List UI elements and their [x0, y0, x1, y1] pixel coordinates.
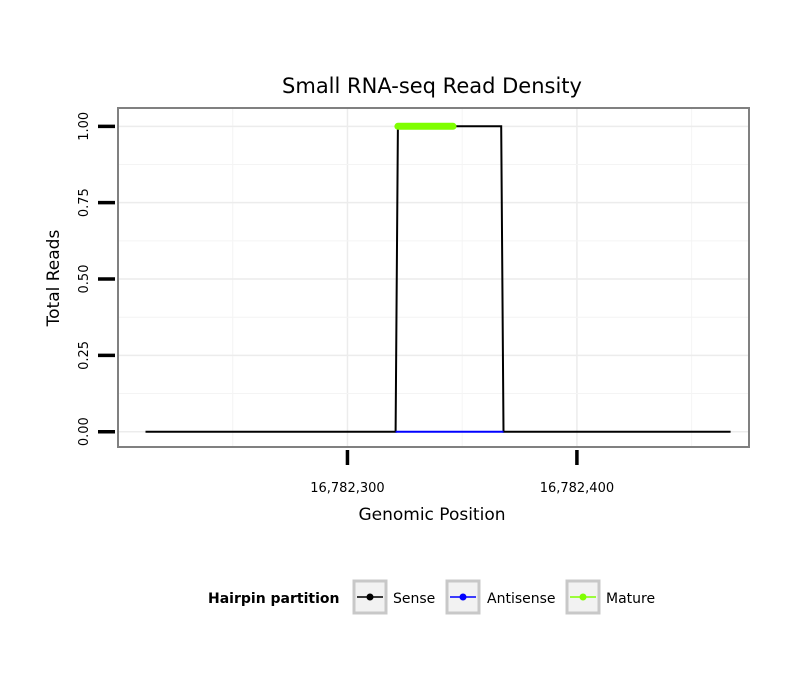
grid	[117, 108, 749, 447]
legend-key-dot	[366, 593, 374, 601]
y-tick-label: 0.50	[77, 265, 92, 294]
y-tick-label: 0.25	[77, 341, 92, 370]
legend-title: Hairpin partition	[208, 591, 339, 607]
series-layer	[145, 122, 731, 433]
legend-label-antisense: Antisense	[487, 591, 556, 607]
legend-key-dot	[579, 593, 587, 601]
legend-label-mature: Mature	[606, 591, 655, 607]
legend: Hairpin partition Sense Antisense Mature	[208, 579, 655, 615]
legend-items: Sense Antisense Mature	[352, 579, 655, 615]
legend-key-dot	[459, 593, 467, 601]
chart-title: Small RNA-seq Read Density	[282, 74, 582, 98]
y-axis-title: Total Reads	[44, 230, 64, 328]
x-tick-label: 16,782,400	[540, 481, 614, 496]
x-axis-title: Genomic Position	[358, 505, 505, 525]
plot-panel-border	[117, 107, 750, 448]
legend-label-sense: Sense	[393, 591, 435, 607]
y-tick-label: 0.75	[77, 188, 92, 217]
x-tick-label: 16,782,300	[310, 481, 384, 496]
y-tick-label: 0.00	[77, 417, 92, 446]
axes: 16,782,300 16,782,400 0.00 0.25 0.50 0.75 1.00	[77, 112, 614, 496]
y-tick-label: 1.00	[77, 112, 92, 141]
